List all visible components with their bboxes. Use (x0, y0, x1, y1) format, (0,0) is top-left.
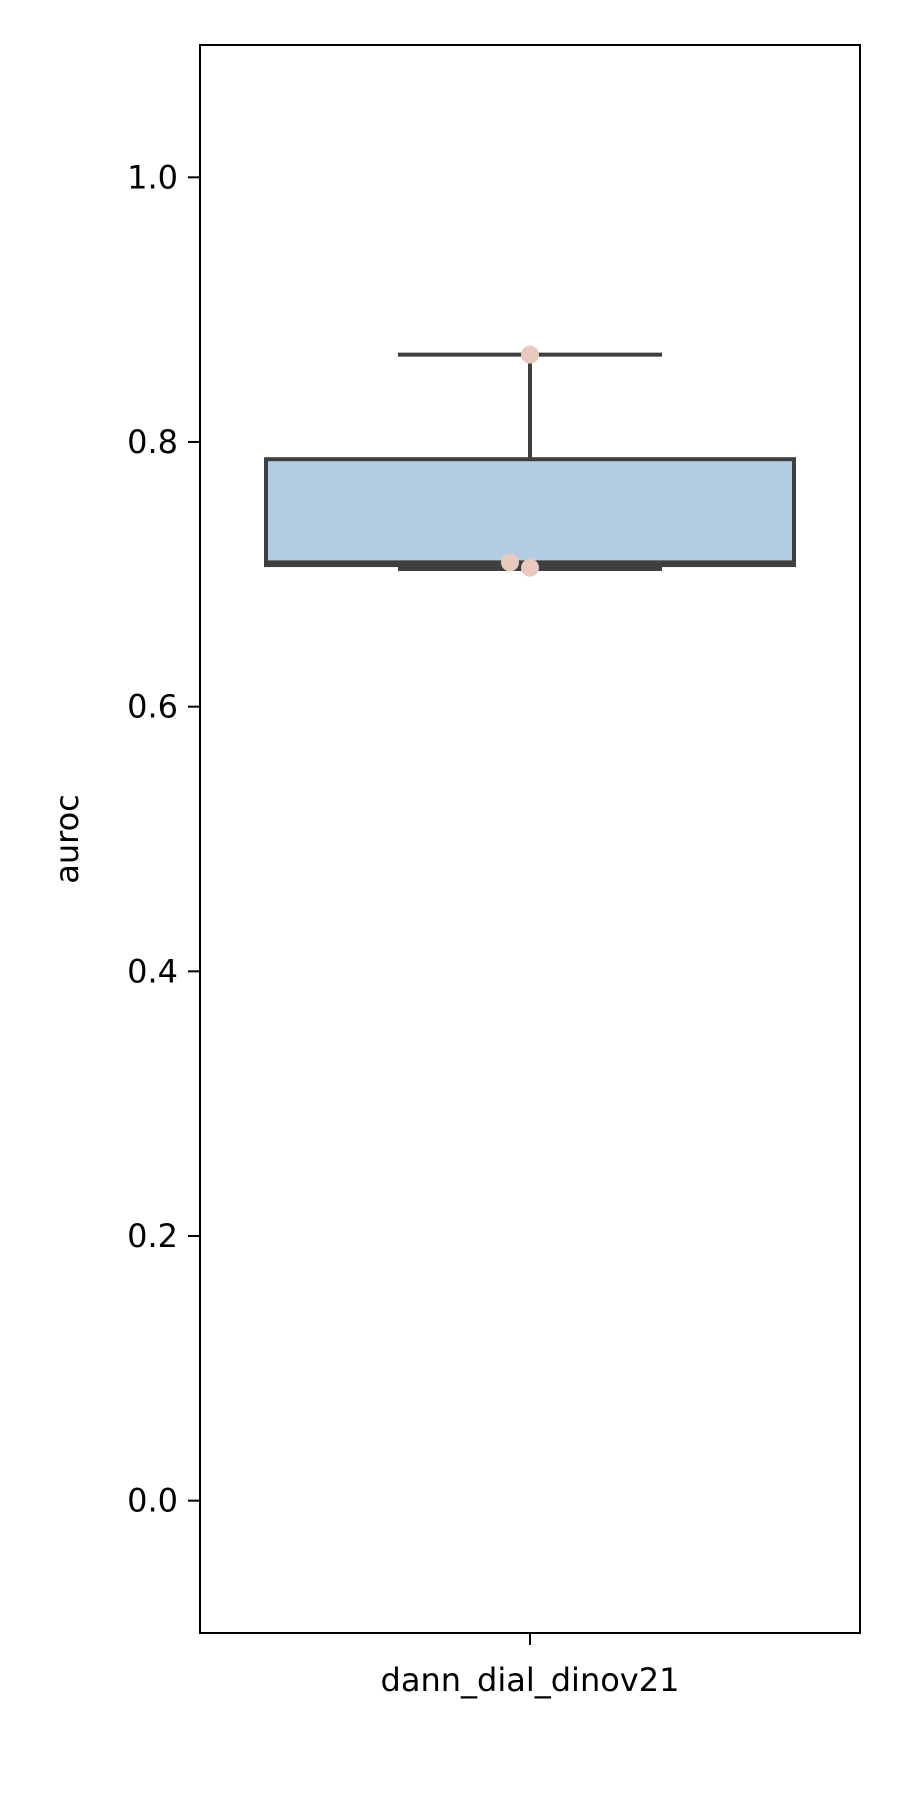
y-tick-label: 1.0 (127, 158, 178, 196)
data-point (521, 558, 539, 577)
y-axis-label: auroc (48, 794, 86, 884)
y-tick-label: 0.8 (127, 423, 178, 461)
box-iqr (264, 457, 796, 568)
x-tick-label: dann_dial_dinov21 (381, 1661, 680, 1699)
y-tick-label: 0.6 (127, 688, 178, 726)
boxes-layer (264, 345, 796, 577)
plot-area (199, 44, 861, 1634)
x-axis: dann_dial_dinov21 (381, 1633, 680, 1699)
y-tick-label: 0.2 (127, 1217, 178, 1255)
y-tick-label: 0.4 (127, 952, 178, 990)
data-point (501, 553, 519, 572)
data-point (521, 345, 539, 364)
y-axis: 0.0 0.2 0.4 0.6 0.8 1.0 (127, 158, 200, 1520)
y-tick-label: 0.0 (127, 1482, 178, 1520)
